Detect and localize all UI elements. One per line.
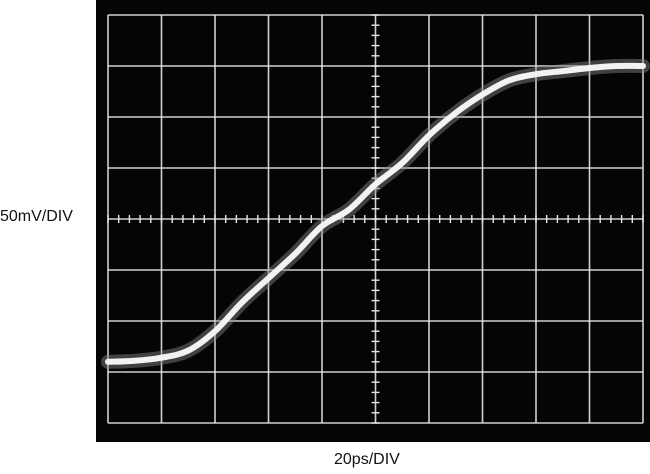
x-axis-label: 20ps/DIV <box>334 451 400 468</box>
waveform-trace <box>105 62 646 365</box>
y-axis-label: 50mV/DIV <box>0 208 73 225</box>
oscilloscope-screen <box>96 0 650 442</box>
scope-plot <box>101 14 650 424</box>
